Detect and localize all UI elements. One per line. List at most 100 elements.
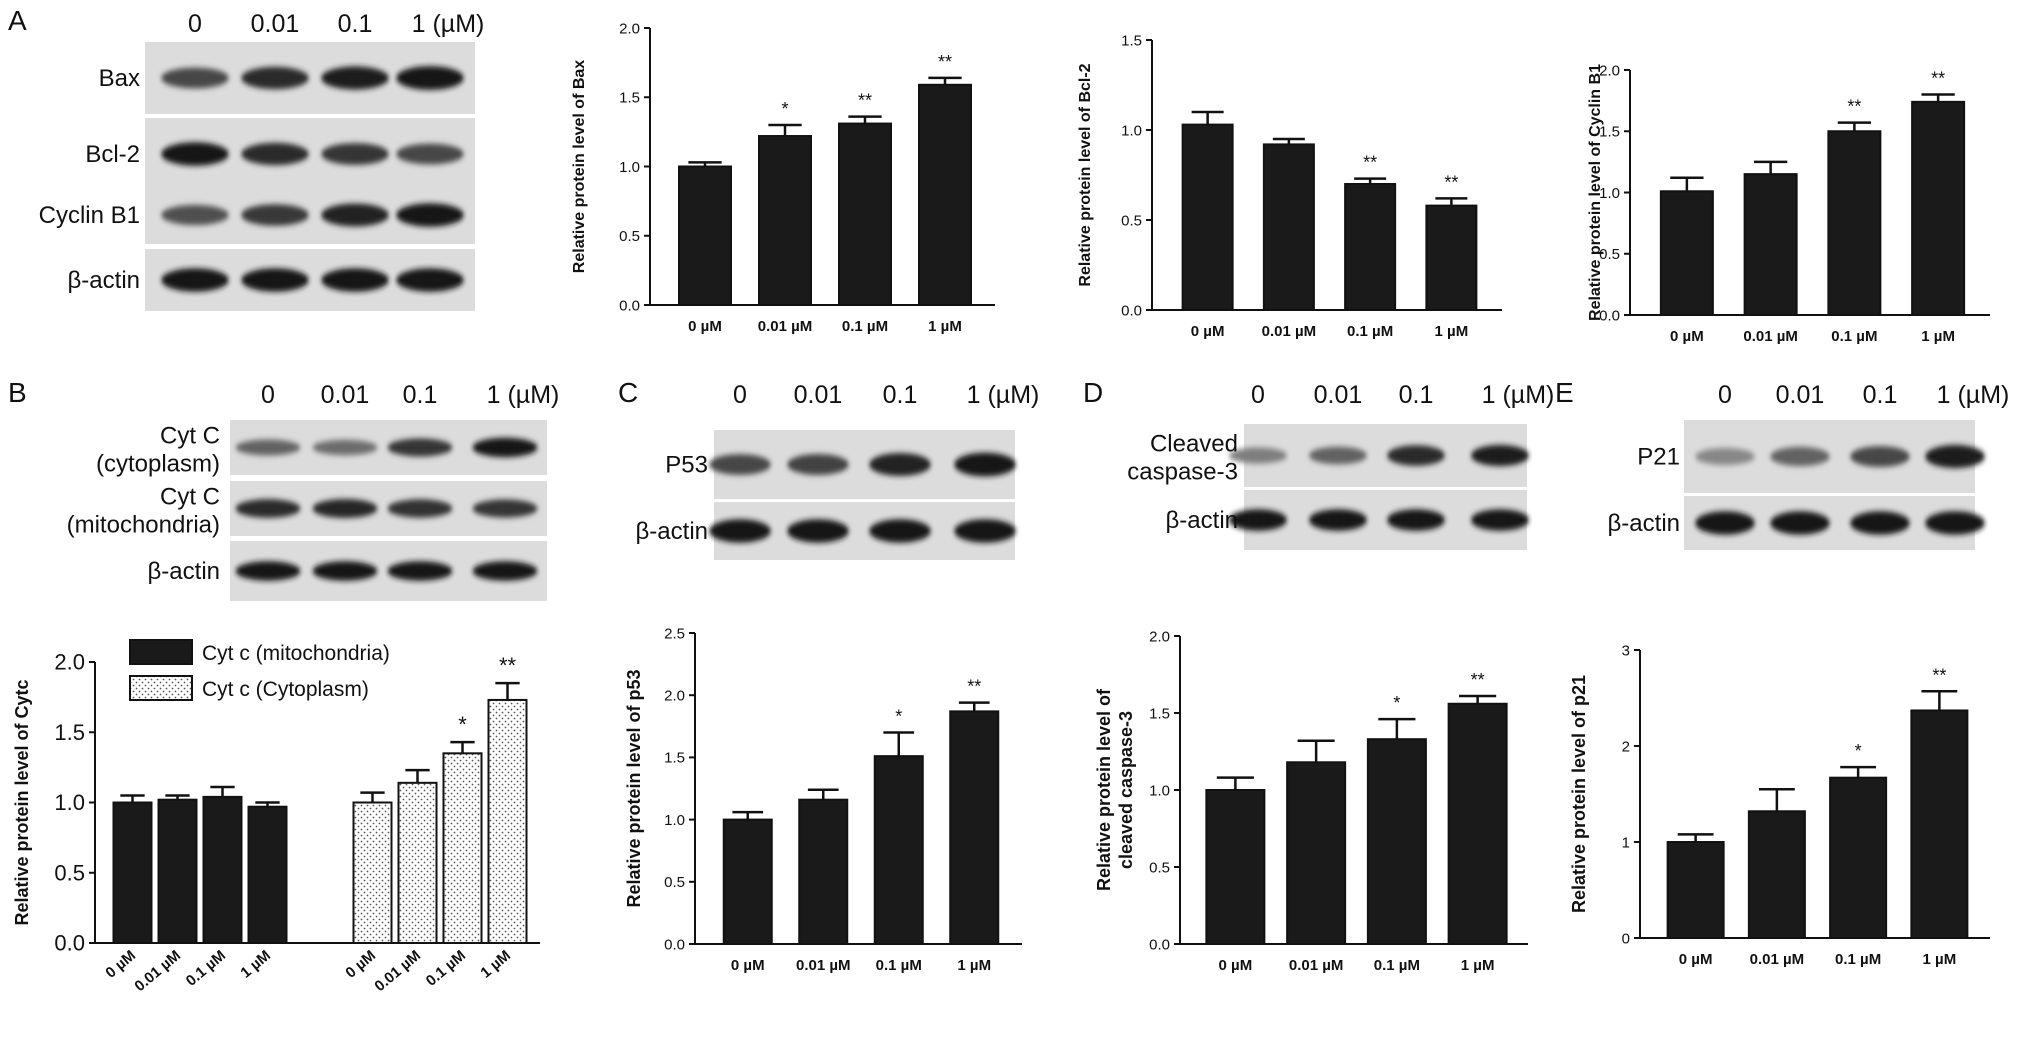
blot-row-label: Cyt C: [160, 423, 220, 450]
y-tick-label: 0.5: [54, 860, 85, 885]
y-tick-label: 3: [1622, 642, 1630, 659]
blot-row-label: Cyclin B1: [39, 202, 140, 229]
blot-row-label: Bax: [99, 65, 140, 92]
blot-band: [321, 268, 389, 292]
y-axis-label: Relative protein level of Cyclin B1: [1587, 64, 1604, 321]
blot-band: [321, 203, 389, 227]
bar-chart-p53: 0.0 0.5 1.0 1.5 2.0 2.5 Relative protein level…: [624, 625, 1022, 974]
x-tick-label: 0.1 µM: [1374, 957, 1420, 974]
x-tick-label: 0.01 µM: [758, 318, 813, 335]
x-tick-label: 0.1 µM: [1831, 328, 1877, 345]
significance-marker: *: [895, 707, 902, 727]
bar-0-m: [722, 818, 773, 945]
blot-band: [1770, 511, 1830, 535]
bar-0-m: [1666, 841, 1725, 939]
bar-0-01-m: [397, 781, 438, 945]
blot-band: [1770, 446, 1830, 467]
western-blot-c: 0 0.01 0.1 1 (µM) P53 β-actin: [636, 381, 1040, 560]
dose-label-0-1: 0.1: [1863, 381, 1898, 409]
y-tick-label: 1.0: [1149, 782, 1170, 799]
blot-band: [709, 454, 771, 475]
y-tick-label: 1: [1622, 834, 1630, 851]
y-tick-label: 1.0: [619, 159, 640, 176]
dose-label-0: 0: [733, 381, 747, 409]
blot-band: [1386, 509, 1446, 531]
x-tick-label: 0.1 µM: [1835, 951, 1881, 968]
dose-label-0-01: 0.01: [1314, 381, 1363, 409]
y-tick-label: 1.5: [1599, 124, 1620, 141]
x-tick-label: 0.1 µM: [876, 957, 922, 974]
bar-0-1-m: [1366, 738, 1427, 945]
blot-band: [312, 561, 378, 581]
y-tick-label: 2.5: [664, 625, 685, 642]
significance-marker: **: [1363, 153, 1377, 173]
bar-1-m: [1911, 100, 1966, 316]
x-tick-label: 1 µM: [1435, 323, 1469, 340]
dose-label-0-01: 0.01: [794, 381, 843, 409]
y-axis-label: Relative protein level of p53: [624, 669, 644, 907]
x-tick-label: 0 µM: [731, 957, 765, 974]
x-tick-label: 0.01 µM: [371, 947, 424, 995]
bar-0-m: [352, 801, 393, 944]
blot-band: [396, 143, 464, 165]
x-tick-label: 0 µM: [688, 318, 722, 335]
significance-marker: **: [858, 91, 872, 111]
blot-band: [1695, 448, 1755, 465]
y-tick-label: 0.5: [1121, 212, 1142, 229]
blot-band: [1695, 511, 1755, 535]
significance-marker: **: [1931, 69, 1945, 89]
y-tick-label: 0.5: [664, 874, 685, 891]
blot-band: [1228, 447, 1288, 464]
bar-0-1-m: [873, 755, 924, 945]
bar-1-m: [918, 83, 972, 306]
blot-band: [321, 66, 389, 90]
significance-marker: **: [967, 677, 981, 697]
blot-band: [241, 66, 309, 90]
blot-band: [241, 142, 309, 166]
bar-0-01-m: [1743, 173, 1798, 316]
dose-label-0-01: 0.01: [1776, 381, 1825, 409]
dose-label-0: 0: [188, 10, 202, 38]
x-tick-label: 1 µM: [477, 947, 514, 982]
blot-row-label: (cytoplasm): [96, 451, 220, 478]
blot-row-label: β-actin: [1166, 507, 1239, 534]
blot-band: [1386, 445, 1446, 466]
bar-0-m: [678, 165, 732, 306]
significance-marker: *: [1393, 693, 1400, 713]
blot-row-label: β-actin: [148, 558, 221, 585]
dose-label-1-m: 1 (µM): [1482, 381, 1555, 409]
bar-0-01-m: [1286, 761, 1347, 946]
blot-band: [241, 268, 309, 292]
dose-label-0: 0: [1251, 381, 1265, 409]
bar-0-1-m: [1344, 183, 1397, 311]
x-tick-label: 0.1 µM: [842, 318, 888, 335]
blot-band: [387, 561, 453, 581]
bar-0-01-m: [1747, 810, 1806, 940]
blot-row-label: Cleaved: [1150, 431, 1238, 458]
x-tick-label: 0.01 µM: [131, 947, 184, 995]
bar-0-1-m: [838, 122, 892, 306]
y-tick-label: 0.0: [1149, 936, 1170, 953]
y-tick-label: 1.5: [619, 90, 640, 107]
blot-band: [1925, 444, 1985, 469]
x-tick-label: 1 µM: [237, 947, 274, 982]
blot-row-label: Cyt C: [160, 484, 220, 511]
blot-band: [869, 453, 931, 476]
bar-0-m: [1181, 123, 1234, 311]
dose-label-1-m: 1 (µM): [967, 381, 1040, 409]
y-tick-label: 2.0: [1149, 628, 1170, 645]
blot-band: [472, 561, 538, 581]
y-tick-label: 1.0: [54, 790, 85, 815]
blot-band: [387, 438, 453, 457]
blot-band: [161, 142, 229, 166]
blot-band: [235, 439, 301, 456]
legend-label: Cyt c (mitochondria): [202, 642, 390, 665]
western-blot-e: 0 0.01 0.1 1 (µM) P21 β-actin: [1608, 381, 2009, 550]
dose-label-0-01: 0.01: [321, 381, 370, 409]
significance-marker: **: [1444, 172, 1458, 192]
x-tick-label: 0 µM: [1191, 323, 1225, 340]
x-tick-label: 0 µM: [1679, 951, 1713, 968]
blot-band: [1925, 511, 1985, 535]
bar-1-m: [487, 698, 528, 944]
dose-label-0: 0: [1718, 381, 1732, 409]
